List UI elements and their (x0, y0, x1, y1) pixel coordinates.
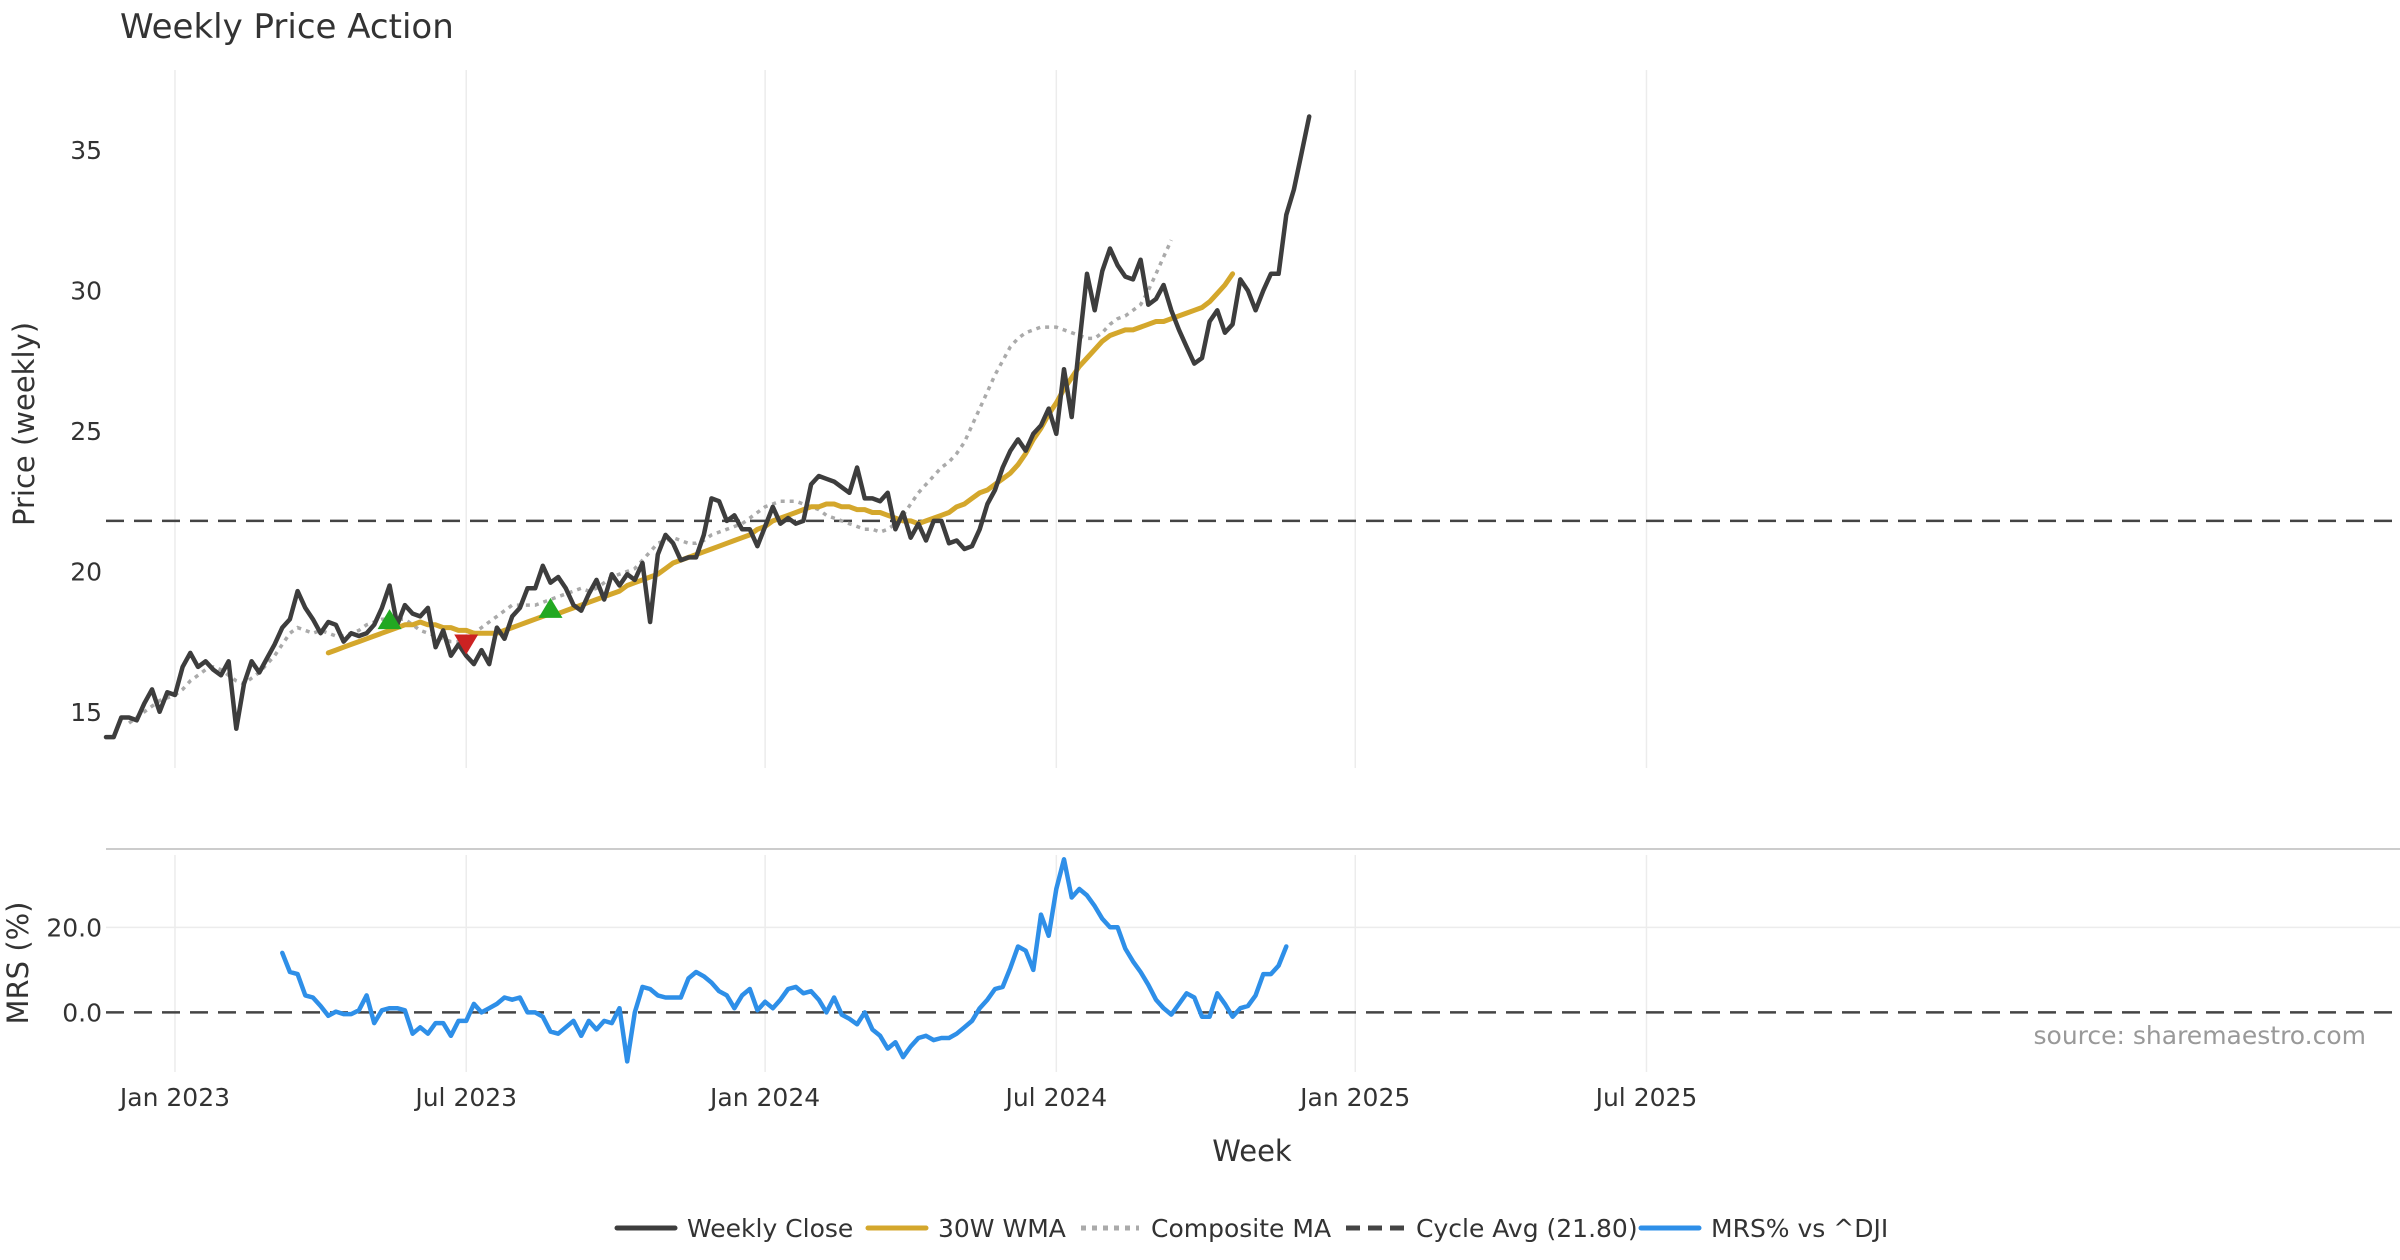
mrs-line (280, 857, 1289, 1064)
price-y-tick-label: 20 (70, 557, 102, 586)
weekly-close-line (103, 114, 1312, 740)
mrs-series-group (106, 857, 2400, 1064)
chart-legend: Weekly Close 30W WMA Composite MA Cycle Avg… (614, 1214, 1888, 1243)
x-ticks: Jan 2023 Jul 2023 Jan 2024 Jul 2024 Jan 2025… (118, 1083, 1697, 1112)
chart-title: Weekly Price Action (120, 7, 454, 47)
price-y-ticks: 15 20 25 30 35 (70, 136, 102, 727)
mrs-y-tick-label: 20.0 (46, 913, 102, 942)
x-tick-label: Jan 2023 (118, 1083, 230, 1112)
buy-signal-marker (377, 609, 402, 630)
signal-markers (377, 597, 563, 655)
price-y-tick-label: 35 (70, 136, 102, 165)
legend-label-cycle-avg-21-80: Cycle Avg (21.80) (1416, 1214, 1638, 1243)
source-annotation: source: sharemaestro.com (2034, 1021, 2367, 1050)
sell-signal-marker (454, 634, 479, 655)
x-tick-label: Jan 2024 (708, 1083, 820, 1112)
x-tick-label: Jul 2024 (1003, 1083, 1107, 1112)
price-y-tick-label: 15 (70, 698, 102, 727)
price-gridlines (174, 70, 1648, 768)
price-y-label: Price (weekly) (7, 322, 41, 526)
price-series-group (103, 114, 2400, 740)
price-y-tick-label: 25 (70, 417, 102, 446)
legend-label-weekly-close: Weekly Close (687, 1214, 853, 1243)
legend-label-composite-ma: Composite MA (1151, 1214, 1331, 1243)
legend-label-30w-wma: 30W WMA (938, 1214, 1066, 1243)
legend-label-mrs-vs-dji: MRS% vs ^DJI (1711, 1214, 1888, 1243)
30w-wma-line (325, 271, 1236, 656)
mrs-gridlines (106, 855, 2400, 1072)
x-tick-label: Jan 2025 (1298, 1083, 1410, 1112)
composite-ma-line (127, 239, 1173, 725)
x-tick-label: Jul 2023 (413, 1083, 517, 1112)
buy-signal-marker (538, 597, 563, 618)
x-tick-label: Jul 2025 (1594, 1083, 1698, 1112)
price-y-tick-label: 30 (70, 277, 102, 306)
x-axis-label: Week (1212, 1134, 1292, 1168)
mrs-y-tick-label: 0.0 (62, 998, 102, 1027)
mrs-y-label: MRS (%) (1, 902, 35, 1025)
mrs-y-ticks: 0.0 20.0 (46, 913, 102, 1027)
